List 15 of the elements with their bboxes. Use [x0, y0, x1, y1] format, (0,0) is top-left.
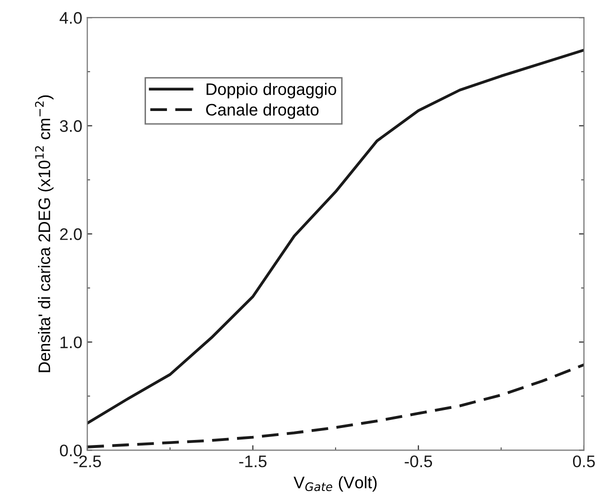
y-tick-label: 3.0	[60, 120, 82, 132]
y-tick-label: 4.0	[60, 12, 82, 24]
y-tick-label: 0.0	[60, 444, 82, 456]
legend-label: Canale drogato	[206, 103, 319, 119]
legend-label: Doppio drogaggio	[206, 82, 336, 98]
x-tick-label: -1.5	[239, 456, 266, 468]
x-axis-title: V$_{Gate}$ (Volt)	[294, 476, 377, 492]
line-series	[87, 48, 584, 425]
y-tick-label: 1.0	[60, 336, 82, 348]
y-tick-label: 2.0	[60, 228, 82, 240]
x-tick-label: -0.5	[404, 455, 432, 468]
x-tick-label: -2.5	[74, 455, 101, 468]
y-axis-title: Densita' di carica 2DEG (x10$^{12}$ cm$^{−2}$)	[35, 95, 54, 372]
x-tick-label: 0.5	[573, 455, 595, 468]
line-series	[87, 363, 584, 448]
